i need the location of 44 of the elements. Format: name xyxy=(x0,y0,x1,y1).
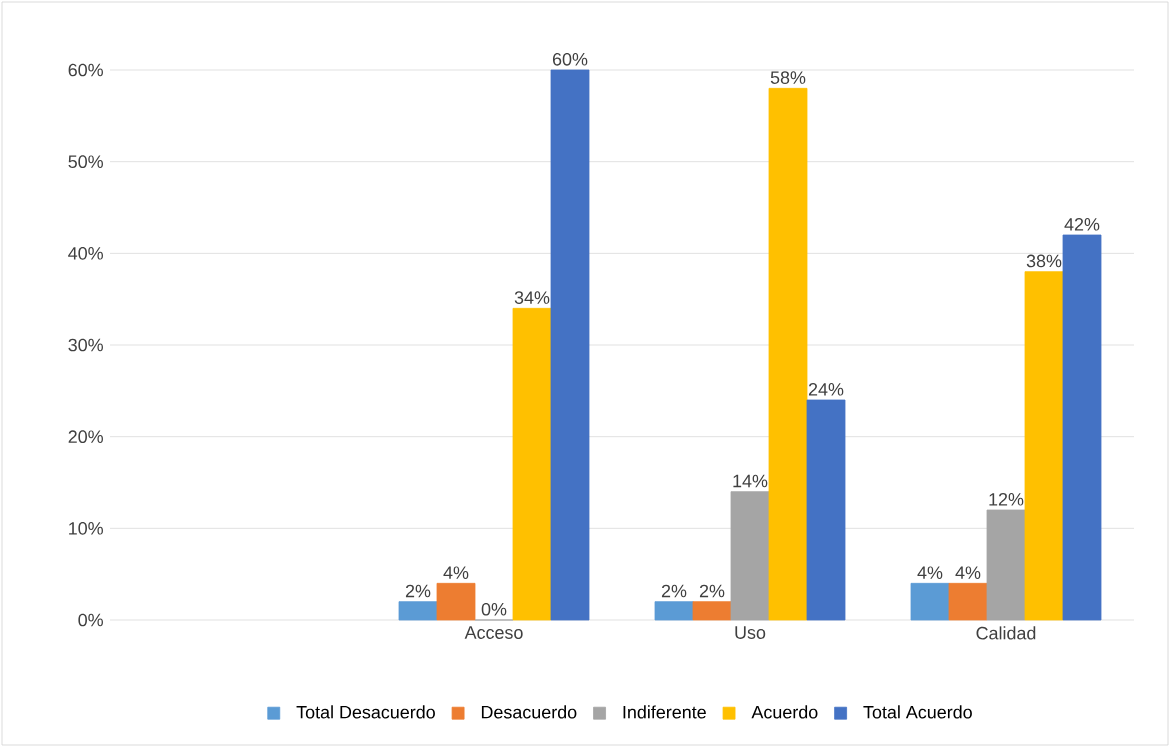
bar xyxy=(730,491,770,621)
y-tick-label: 30% xyxy=(68,338,103,352)
bar xyxy=(768,87,808,621)
y-tick-label: 20% xyxy=(68,430,103,444)
data-label: 38% xyxy=(1026,254,1062,268)
x-tick-label: Uso xyxy=(735,626,766,639)
x-tick-label: Calidad xyxy=(976,626,1036,640)
y-tick-label: 60% xyxy=(68,63,103,77)
bar xyxy=(1024,271,1064,621)
data-label: 4% xyxy=(955,566,981,579)
x-tick-label: Acceso xyxy=(464,626,523,639)
bar xyxy=(692,601,732,621)
data-label: 12% xyxy=(989,492,1024,506)
data-label: 58% xyxy=(770,71,806,84)
data-label: 42% xyxy=(1064,217,1100,231)
data-label: 14% xyxy=(733,474,768,488)
legend-label: Desacuerdo xyxy=(481,705,577,719)
legend-label: Acuerdo xyxy=(751,705,818,719)
bar xyxy=(806,399,846,621)
bar xyxy=(436,582,476,621)
bar xyxy=(910,582,950,621)
legend-label: Total Acuerdo xyxy=(863,705,972,719)
data-label: 2% xyxy=(405,584,431,598)
data-label: 2% xyxy=(699,584,725,598)
data-label: 2% xyxy=(661,584,687,598)
bar xyxy=(986,509,1026,621)
bar xyxy=(1062,234,1102,621)
y-tick-label: 0% xyxy=(78,613,103,627)
legend-label: Total Desacuerdo xyxy=(296,705,435,719)
data-label: 24% xyxy=(808,382,844,396)
bar xyxy=(512,307,552,621)
bar xyxy=(550,69,590,621)
data-label: 60% xyxy=(552,52,588,66)
bar xyxy=(948,582,988,621)
y-tick-label: 10% xyxy=(69,521,103,535)
y-tick-label: 40% xyxy=(68,246,103,260)
data-label: 4% xyxy=(443,566,469,579)
data-label: 4% xyxy=(917,566,943,579)
bar xyxy=(398,601,438,621)
data-label: 0% xyxy=(481,602,507,616)
y-tick-label: 50% xyxy=(68,155,103,169)
data-label: 34% xyxy=(514,291,550,304)
bar xyxy=(654,601,694,621)
legend-label: Indiferente xyxy=(623,705,706,719)
